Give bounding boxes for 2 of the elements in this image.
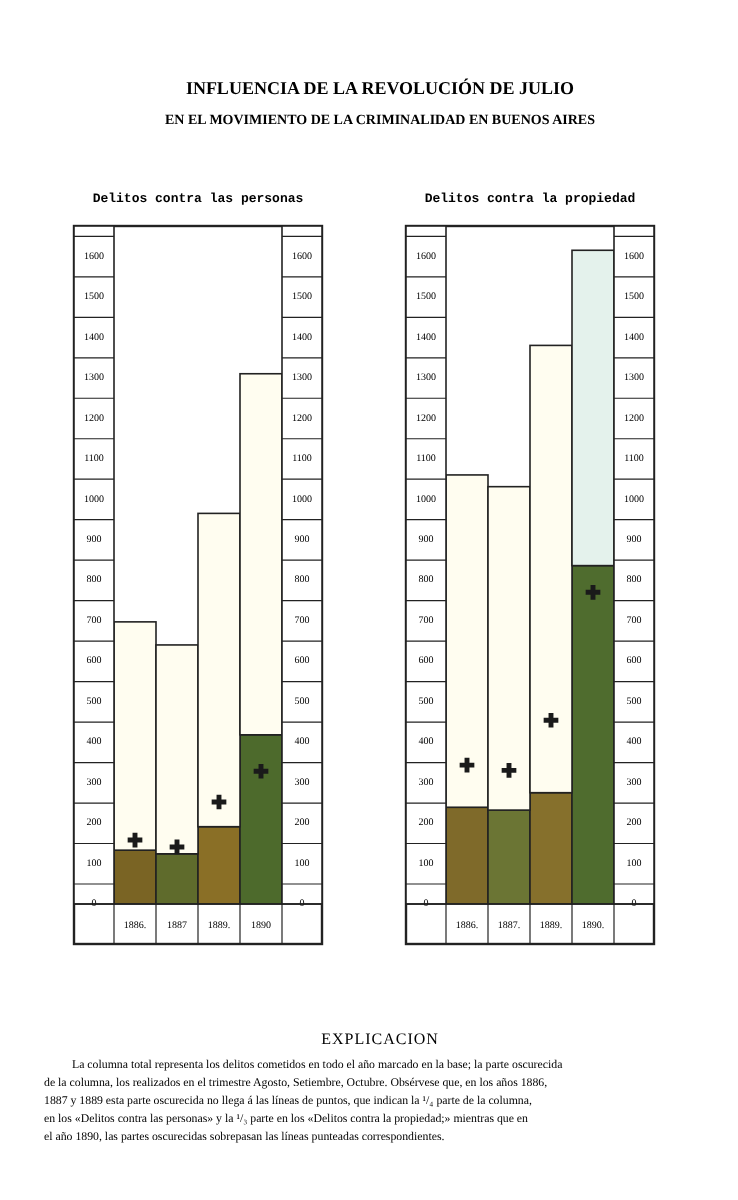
text: EXPLICACION bbox=[321, 1030, 439, 1048]
text: INFLUENCIA DE LA REVOLUCIÓN DE JULIO bbox=[185, 78, 575, 98]
